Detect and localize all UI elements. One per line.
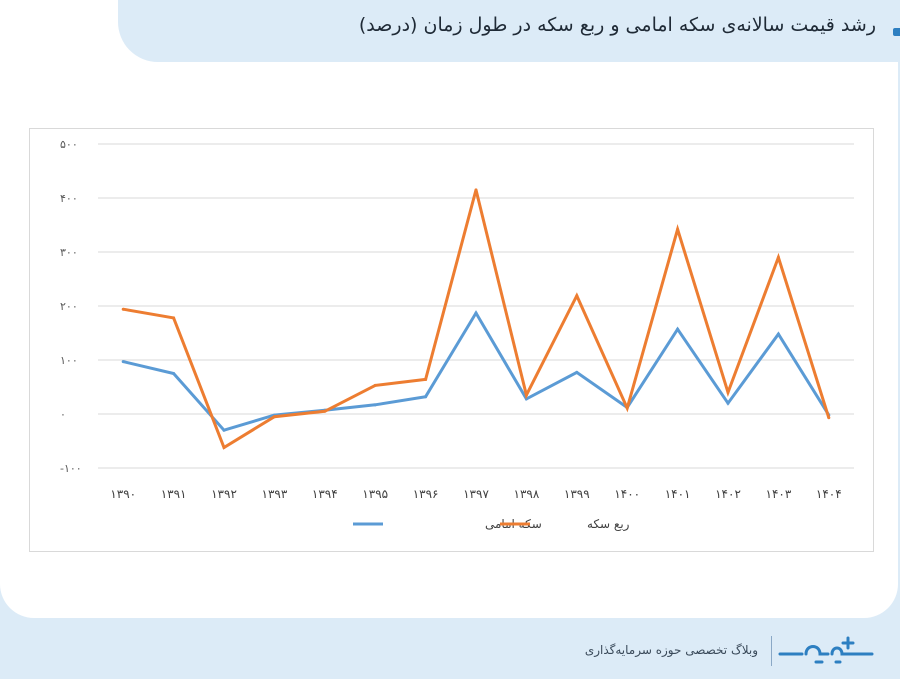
x-tick-label: ۱۴۰۴ — [816, 487, 842, 501]
x-tick-label: ۱۳۹۵ — [362, 487, 388, 501]
data-point — [222, 445, 226, 449]
x-tick-label: ۱۴۰۰ — [614, 487, 640, 501]
y-tick-label: -۱۰۰ — [60, 462, 82, 475]
y-tick-label: ۳۰۰ — [60, 246, 78, 259]
x-tick-label: ۱۳۹۶ — [413, 487, 439, 501]
data-point — [524, 393, 528, 397]
data-point — [776, 255, 780, 259]
title-bar: رشد قیمت سالانه‌ی سکه امامی و ربع سکه در… — [118, 0, 900, 62]
data-point — [726, 390, 730, 394]
data-point — [121, 307, 125, 311]
x-tick-label: ۱۳۹۲ — [211, 487, 237, 501]
data-point — [827, 416, 831, 420]
data-point — [323, 409, 327, 413]
y-tick-label: ۲۰۰ — [60, 300, 78, 313]
x-tick-label: ۱۳۹۴ — [312, 487, 338, 501]
data-point — [121, 360, 125, 364]
y-tick-label: ۱۰۰ — [60, 354, 78, 367]
x-tick-label: ۱۳۹۷ — [463, 487, 489, 501]
sarmayeh-logo-icon — [778, 636, 874, 664]
x-tick-label: ۱۳۹۱ — [161, 487, 187, 501]
data-point — [575, 294, 579, 298]
x-tick-label: ۱۳۹۰ — [110, 487, 136, 501]
page-title: رشد قیمت سالانه‌ی سکه امامی و ربع سکه در… — [358, 14, 876, 36]
chart-frame: ۵۰۰ ۴۰۰ ۳۰۰ ۲۰۰ ۱۰۰ ۰ -۱۰۰ ۱۳۹۰ ۱۳۹۱ ۱۳۹۲ ۱۳۹۳ ۱۳۹۴… — [29, 128, 874, 552]
x-tick-label: ۱۳۹۸ — [514, 487, 540, 501]
title-accent-marker — [893, 28, 900, 36]
footer-separator — [771, 636, 772, 666]
data-point — [373, 403, 377, 407]
y-tick-label: ۴۰۰ — [60, 192, 78, 205]
data-point — [222, 428, 226, 432]
data-point — [474, 311, 478, 315]
footer-tagline: وبلاگ تخصصی حوزه سرمایه‌گذاری — [584, 643, 758, 657]
data-point — [424, 377, 428, 381]
y-tick-label: ۵۰۰ — [60, 138, 78, 151]
line-chart: ۵۰۰ ۴۰۰ ۳۰۰ ۲۰۰ ۱۰۰ ۰ -۱۰۰ ۱۳۹۰ ۱۳۹۱ ۱۳۹۲ ۱۳۹۳ ۱۳۹۴… — [60, 138, 854, 532]
data-point — [424, 395, 428, 399]
x-tick-label: ۱۳۹۳ — [262, 487, 288, 501]
x-tick-label: ۱۴۰۱ — [665, 487, 691, 501]
data-point — [474, 188, 478, 192]
y-tick-label: ۰ — [60, 408, 66, 421]
data-point — [172, 372, 176, 375]
data-point — [776, 332, 780, 336]
data-point — [726, 401, 730, 405]
data-point — [676, 327, 680, 331]
data-point — [272, 415, 276, 419]
data-point — [172, 316, 176, 320]
data-point — [373, 383, 377, 387]
x-tick-label: ۱۴۰۲ — [715, 487, 741, 501]
x-tick-label: ۱۳۹۹ — [564, 487, 590, 501]
data-point — [575, 370, 579, 374]
series-line-1 — [122, 189, 831, 450]
data-point — [676, 227, 680, 231]
legend-label: ربع سکه — [587, 517, 630, 532]
x-tick-label: ۱۴۰۳ — [766, 487, 792, 501]
data-point — [625, 406, 629, 410]
